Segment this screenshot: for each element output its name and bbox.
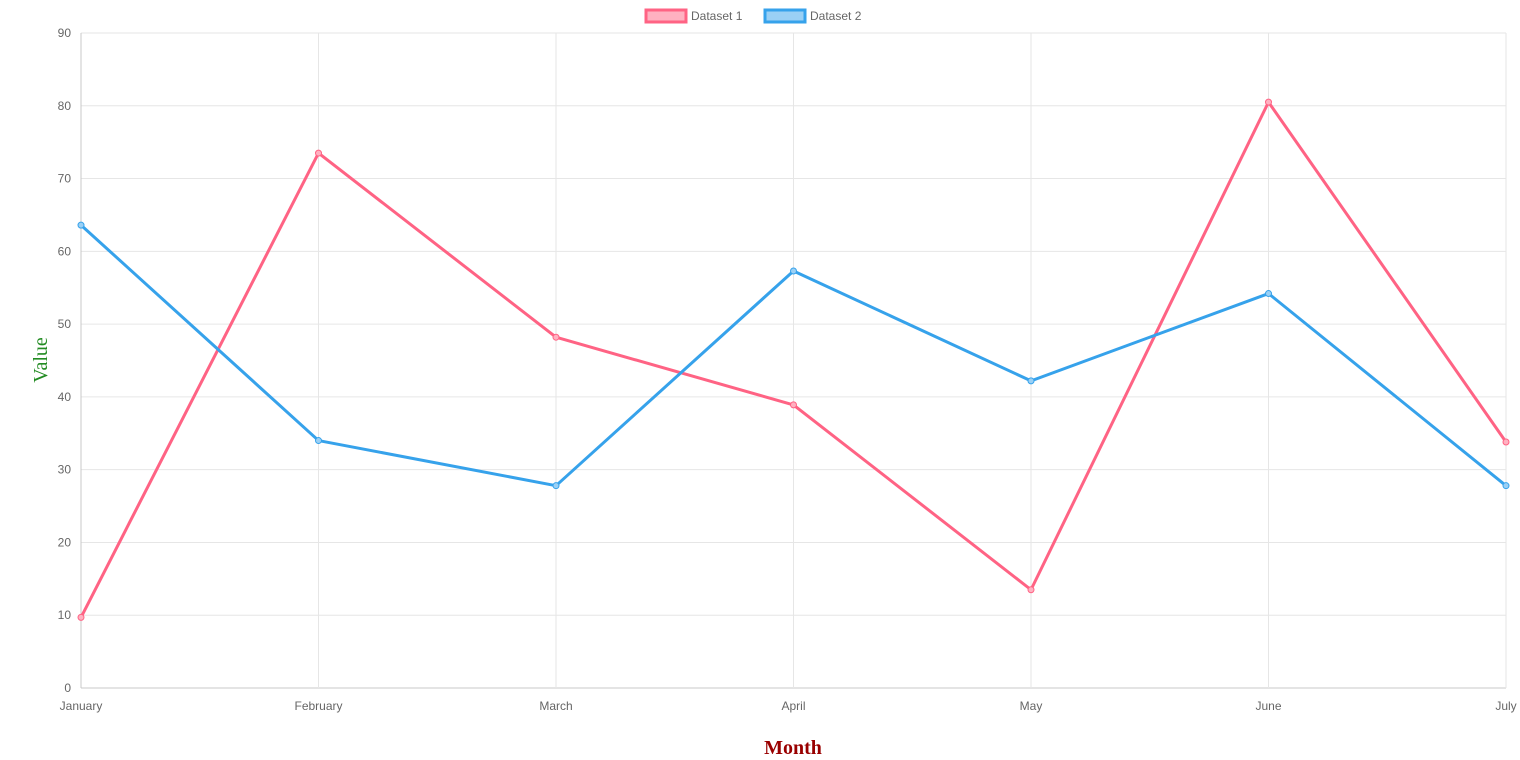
y-tick-label: 40 [58, 390, 72, 404]
x-axis-title: Month [764, 737, 822, 759]
series-1 [77, 98, 1510, 621]
data-point[interactable] [790, 401, 797, 409]
grid-lines [80, 32, 1507, 689]
x-tick-label: March [539, 699, 572, 713]
x-axis: January February March April May June July [60, 699, 1517, 713]
data-point[interactable] [790, 267, 797, 275]
x-tick-label: February [294, 699, 342, 713]
y-tick-label: 50 [58, 317, 72, 331]
y-tick-label: 60 [58, 244, 72, 258]
y-tick-label: 70 [58, 172, 72, 186]
legend-swatch [644, 8, 688, 24]
x-tick-label: May [1020, 699, 1043, 713]
legend-label: Dataset 1 [691, 9, 743, 23]
y-axis-title: Value [30, 337, 52, 383]
data-point[interactable] [1265, 98, 1272, 106]
y-tick-label: 20 [58, 535, 72, 549]
data-point[interactable] [1502, 482, 1510, 490]
y-tick-label: 80 [58, 99, 72, 113]
data-point[interactable] [77, 221, 85, 229]
legend: Dataset 1 Dataset 2 [644, 8, 862, 24]
data-point[interactable] [1502, 438, 1510, 446]
x-tick-label: June [1255, 699, 1281, 713]
data-point[interactable] [1027, 377, 1035, 385]
legend-item[interactable]: Dataset 2 [763, 8, 862, 24]
data-point[interactable] [552, 333, 560, 341]
series-2 [77, 221, 1510, 490]
data-point[interactable] [1265, 290, 1272, 298]
x-tick-label: July [1495, 699, 1516, 713]
series-layer [77, 98, 1510, 621]
x-tick-label: January [60, 699, 103, 713]
legend-label: Dataset 2 [810, 9, 862, 23]
y-tick-label: 30 [58, 463, 72, 477]
legend-swatch [763, 8, 807, 24]
y-axis: 0 10 20 30 40 50 60 70 80 90 [58, 26, 72, 695]
y-tick-label: 0 [64, 681, 71, 695]
x-tick-label: April [781, 699, 805, 713]
legend-item[interactable]: Dataset 1 [644, 8, 743, 24]
y-tick-label: 10 [58, 608, 72, 622]
data-point[interactable] [552, 482, 560, 490]
y-tick-label: 90 [58, 26, 72, 40]
data-point[interactable] [77, 613, 85, 621]
data-point[interactable] [315, 149, 322, 157]
data-point[interactable] [1027, 586, 1035, 594]
data-point[interactable] [315, 437, 322, 445]
